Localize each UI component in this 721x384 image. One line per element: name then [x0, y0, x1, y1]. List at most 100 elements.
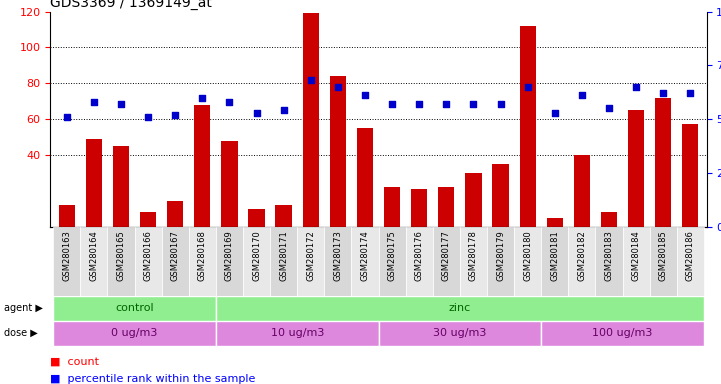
- Bar: [682, 124, 699, 227]
- Bar: [221, 141, 237, 227]
- Point: [332, 84, 344, 90]
- Text: ■  count: ■ count: [50, 357, 99, 367]
- Point: [658, 90, 669, 96]
- Point: [386, 101, 398, 107]
- Bar: [243, 227, 270, 296]
- Text: GSM280168: GSM280168: [198, 230, 207, 281]
- Point: [468, 101, 479, 107]
- Bar: [433, 227, 460, 296]
- Text: GSM280165: GSM280165: [117, 230, 125, 281]
- Bar: [216, 227, 243, 296]
- Point: [549, 109, 560, 116]
- Point: [305, 77, 317, 83]
- Bar: [574, 155, 590, 227]
- Text: GSM280175: GSM280175: [388, 230, 397, 281]
- Bar: [135, 227, 162, 296]
- Bar: [384, 187, 400, 227]
- Bar: [655, 98, 671, 227]
- Text: zinc: zinc: [448, 303, 471, 313]
- Text: ■  percentile rank within the sample: ■ percentile rank within the sample: [50, 374, 256, 384]
- Bar: [541, 227, 568, 296]
- Point: [576, 92, 588, 98]
- Bar: [329, 76, 346, 227]
- Text: GSM280183: GSM280183: [604, 230, 614, 281]
- Bar: [357, 128, 373, 227]
- Text: GSM280184: GSM280184: [632, 230, 640, 281]
- Bar: [107, 227, 135, 296]
- Bar: [406, 227, 433, 296]
- Text: GSM280174: GSM280174: [360, 230, 369, 281]
- Text: GSM280163: GSM280163: [62, 230, 71, 281]
- Text: GSM280181: GSM280181: [550, 230, 559, 281]
- Text: 10 ug/m3: 10 ug/m3: [270, 328, 324, 338]
- Text: dose ▶: dose ▶: [4, 328, 37, 338]
- Text: GSM280185: GSM280185: [659, 230, 668, 281]
- Bar: [216, 296, 704, 321]
- Bar: [80, 227, 107, 296]
- Text: GSM280178: GSM280178: [469, 230, 478, 281]
- Bar: [275, 205, 292, 227]
- Text: GSM280170: GSM280170: [252, 230, 261, 281]
- Point: [441, 101, 452, 107]
- Bar: [650, 227, 677, 296]
- Bar: [601, 212, 617, 227]
- Text: GSM280164: GSM280164: [89, 230, 98, 281]
- Point: [522, 84, 534, 90]
- Bar: [379, 227, 406, 296]
- Point: [61, 114, 73, 120]
- Text: GSM280176: GSM280176: [415, 230, 424, 281]
- Bar: [167, 202, 183, 227]
- Bar: [112, 146, 129, 227]
- Bar: [53, 296, 216, 321]
- Point: [630, 84, 642, 90]
- Bar: [622, 227, 650, 296]
- Point: [413, 101, 425, 107]
- Text: GSM280186: GSM280186: [686, 230, 695, 281]
- Bar: [53, 321, 216, 346]
- Point: [142, 114, 154, 120]
- Bar: [189, 227, 216, 296]
- Bar: [411, 189, 428, 227]
- Bar: [216, 321, 379, 346]
- Bar: [53, 227, 80, 296]
- Text: GSM280177: GSM280177: [442, 230, 451, 281]
- Text: GSM280179: GSM280179: [496, 230, 505, 281]
- Point: [169, 112, 181, 118]
- Bar: [568, 227, 596, 296]
- Text: GSM280167: GSM280167: [171, 230, 180, 281]
- Point: [251, 109, 262, 116]
- Text: GSM280172: GSM280172: [306, 230, 315, 281]
- Point: [197, 94, 208, 101]
- Bar: [514, 227, 541, 296]
- Point: [88, 99, 99, 105]
- Text: 30 ug/m3: 30 ug/m3: [433, 328, 487, 338]
- Bar: [677, 227, 704, 296]
- Text: GSM280182: GSM280182: [578, 230, 586, 281]
- Text: 0 ug/m3: 0 ug/m3: [111, 328, 158, 338]
- Bar: [487, 227, 514, 296]
- Text: 100 ug/m3: 100 ug/m3: [593, 328, 653, 338]
- Bar: [596, 227, 622, 296]
- Bar: [86, 139, 102, 227]
- Point: [278, 108, 289, 114]
- Bar: [460, 227, 487, 296]
- Bar: [297, 227, 324, 296]
- Point: [684, 90, 696, 96]
- Bar: [194, 105, 211, 227]
- Bar: [541, 321, 704, 346]
- Point: [224, 99, 235, 105]
- Text: control: control: [115, 303, 154, 313]
- Text: GSM280180: GSM280180: [523, 230, 532, 281]
- Text: GSM280171: GSM280171: [279, 230, 288, 281]
- Bar: [303, 13, 319, 227]
- Bar: [249, 209, 265, 227]
- Text: GSM280169: GSM280169: [225, 230, 234, 281]
- Bar: [547, 218, 563, 227]
- Bar: [324, 227, 351, 296]
- Point: [603, 105, 615, 111]
- Bar: [465, 173, 482, 227]
- Bar: [520, 26, 536, 227]
- Text: GSM280166: GSM280166: [143, 230, 153, 281]
- Bar: [379, 321, 541, 346]
- Bar: [162, 227, 189, 296]
